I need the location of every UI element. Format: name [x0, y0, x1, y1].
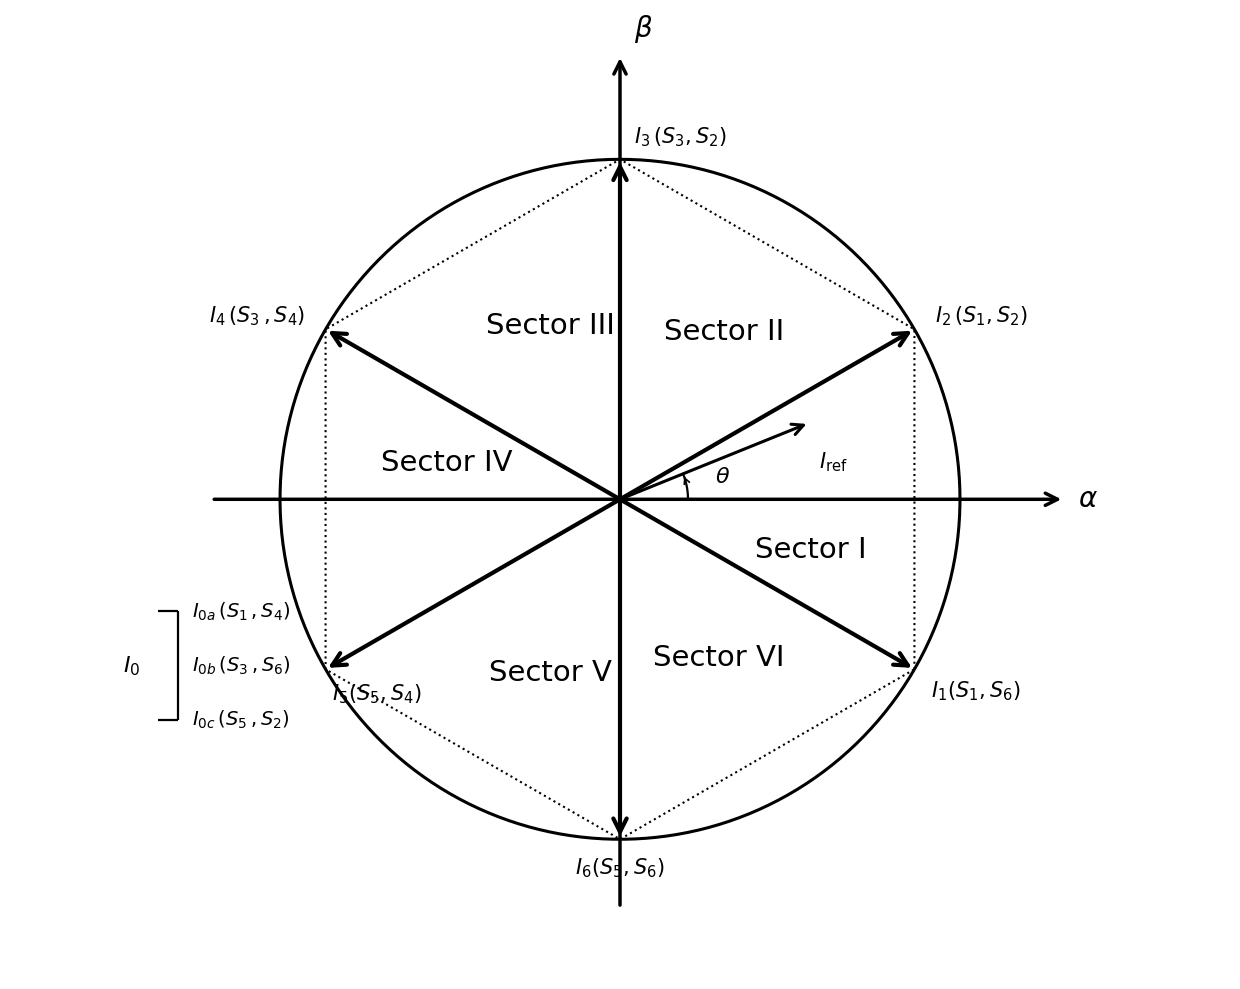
Text: Sector III: Sector III	[486, 312, 614, 340]
Text: $I_3\,(S_3, S_2)$: $I_3\,(S_3, S_2)$	[634, 126, 727, 149]
Text: $I_5(S_5, S_4)$: $I_5(S_5, S_4)$	[332, 682, 422, 706]
Text: $I_1(S_1, S_6)$: $I_1(S_1, S_6)$	[931, 679, 1021, 703]
Text: $I_{0c}\,(S_5\,,S_2)$: $I_{0c}\,(S_5\,,S_2)$	[192, 709, 289, 732]
Text: $I_4\,(S_3\,,S_4)$: $I_4\,(S_3\,,S_4)$	[208, 304, 305, 327]
Text: $\alpha$: $\alpha$	[1078, 486, 1097, 513]
Text: $\theta$: $\theta$	[715, 467, 730, 488]
Text: $I_2\,(S_1, S_2)$: $I_2\,(S_1, S_2)$	[935, 304, 1028, 327]
Text: $\beta$: $\beta$	[634, 13, 652, 45]
Text: $I_{0b}\,(S_3\,,S_6)$: $I_{0b}\,(S_3\,,S_6)$	[192, 655, 290, 677]
Text: Sector I: Sector I	[755, 536, 867, 565]
Text: Sector IV: Sector IV	[382, 449, 513, 477]
Text: $I_{\rm ref}$: $I_{\rm ref}$	[820, 450, 848, 474]
Text: $I_{0a}\,(S_1\,,S_4)$: $I_{0a}\,(S_1\,,S_4)$	[192, 600, 290, 623]
Text: $I_6(S_5, S_6)$: $I_6(S_5, S_6)$	[575, 856, 665, 880]
Text: Sector II: Sector II	[665, 318, 785, 346]
Text: $I_0$: $I_0$	[123, 654, 140, 677]
Text: Sector VI: Sector VI	[653, 644, 785, 672]
Text: Sector V: Sector V	[489, 659, 611, 686]
